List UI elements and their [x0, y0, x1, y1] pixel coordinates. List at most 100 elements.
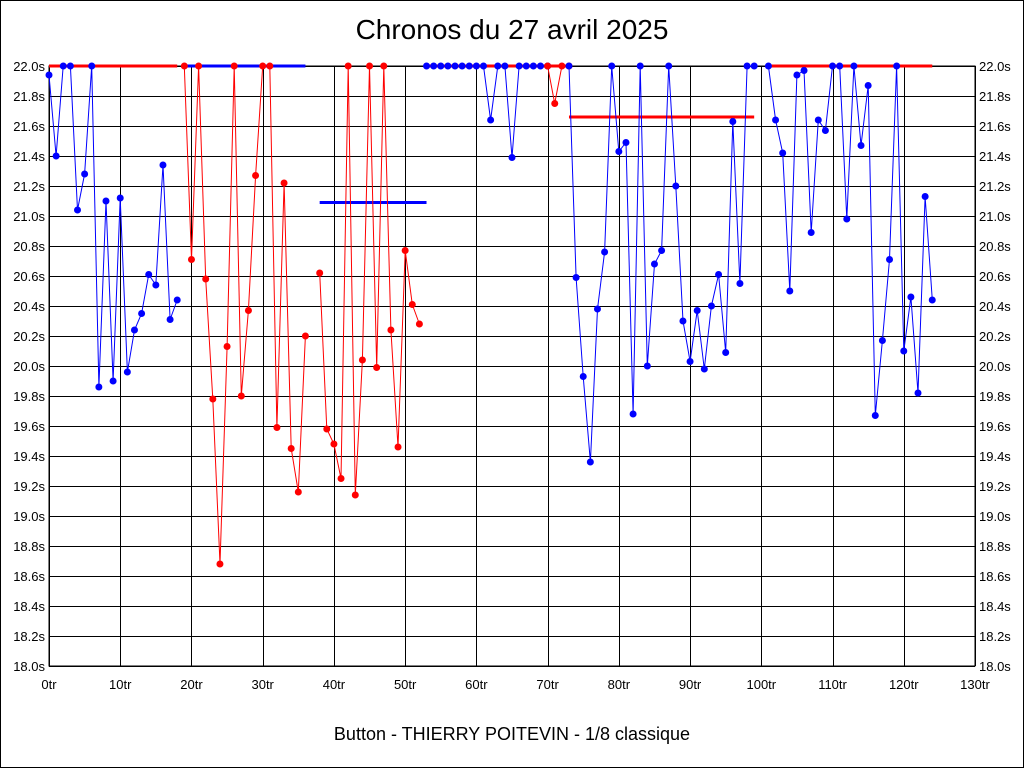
- data-point: [59, 62, 67, 70]
- data-point: [366, 62, 374, 70]
- data-point: [658, 247, 666, 254]
- chart-title: Chronos du 27 avril 2025: [355, 14, 669, 45]
- data-point: [88, 62, 96, 70]
- x-tick-label: 0tr: [41, 677, 57, 692]
- data-point: [686, 358, 694, 365]
- data-point: [508, 154, 516, 161]
- data-point: [66, 62, 74, 70]
- data-point: [900, 347, 908, 355]
- y-tick-label-left: 20.4s: [13, 299, 45, 314]
- y-tick-label-right: 20.8s: [979, 239, 1011, 254]
- data-point: [715, 271, 723, 278]
- y-tick-label-right: 20.2s: [979, 329, 1011, 344]
- data-point: [722, 349, 730, 356]
- x-tick-label: 20tr: [180, 677, 203, 692]
- data-point: [166, 316, 174, 323]
- data-point: [209, 395, 217, 403]
- data-point: [81, 170, 89, 178]
- chart-subtitle: Button - THIERRY POITEVIN - 1/8 classiqu…: [333, 724, 691, 744]
- data-point: [45, 71, 53, 79]
- data-point: [102, 197, 110, 205]
- data-point: [465, 62, 473, 70]
- data-point: [401, 247, 409, 254]
- y-tick-label-left: 21.8s: [13, 89, 45, 104]
- data-point: [928, 296, 936, 304]
- data-point: [152, 281, 160, 289]
- data-point: [195, 62, 203, 70]
- data-point: [373, 364, 381, 371]
- y-tick-label-right: 19.6s: [979, 419, 1011, 434]
- y-tick-label-right: 21.4s: [979, 149, 1011, 164]
- data-point: [650, 260, 658, 268]
- data-point: [615, 148, 623, 155]
- y-tick-label-right: 19.2s: [979, 479, 1011, 494]
- y-tick-label-left: 21.6s: [13, 119, 45, 134]
- data-point: [180, 62, 188, 70]
- data-point: [237, 392, 245, 400]
- y-tick-label-right: 19.8s: [979, 389, 1011, 404]
- data-point: [779, 149, 787, 157]
- data-point: [202, 275, 210, 283]
- data-point: [665, 62, 673, 70]
- x-tick-label: 120tr: [889, 677, 919, 692]
- data-point: [864, 82, 872, 89]
- y-tick-label-right: 21.0s: [979, 209, 1011, 224]
- y-tick-label-left: 18.8s: [13, 539, 45, 554]
- data-point: [294, 488, 302, 496]
- y-tick-label-right: 18.8s: [979, 539, 1011, 554]
- data-point: [551, 100, 559, 107]
- data-point: [764, 62, 772, 70]
- data-point: [886, 256, 894, 263]
- data-point: [316, 269, 324, 277]
- y-tick-label-left: 22.0s: [13, 59, 45, 74]
- series-line: [183, 65, 306, 565]
- data-point: [878, 337, 886, 344]
- data-point: [187, 256, 195, 263]
- data-point: [408, 301, 416, 308]
- data-point: [458, 62, 466, 70]
- data-point: [601, 248, 609, 256]
- data-point: [394, 443, 402, 451]
- data-point: [259, 62, 267, 70]
- data-point: [330, 440, 338, 448]
- data-point: [700, 365, 708, 373]
- y-tick-label-left: 20.0s: [13, 359, 45, 374]
- x-tick-label: 100tr: [746, 677, 776, 692]
- data-point: [230, 62, 238, 70]
- y-tick-label-left: 19.2s: [13, 479, 45, 494]
- data-point: [544, 62, 552, 70]
- data-point: [173, 296, 181, 304]
- data-point: [472, 62, 480, 70]
- y-tick-label-right: 20.6s: [979, 269, 1011, 284]
- data-point: [52, 152, 60, 160]
- y-tick-label-left: 18.0s: [13, 659, 45, 674]
- data-point: [430, 62, 438, 70]
- data-point: [387, 326, 395, 334]
- data-point: [444, 62, 452, 70]
- data-point: [244, 307, 252, 314]
- data-point: [707, 302, 715, 310]
- data-point: [280, 179, 288, 187]
- data-point: [636, 62, 644, 70]
- data-point: [415, 320, 423, 328]
- data-point: [914, 389, 922, 397]
- data-point: [736, 280, 744, 287]
- data-point: [522, 62, 530, 70]
- data-point: [252, 172, 260, 179]
- y-tick-label-left: 20.6s: [13, 269, 45, 284]
- y-tick-label-right: 18.0s: [979, 659, 1011, 674]
- y-tick-label-left: 18.4s: [13, 599, 45, 614]
- data-point: [829, 62, 837, 70]
- x-tick-label: 60tr: [465, 677, 488, 692]
- data-point: [836, 62, 844, 70]
- y-tick-label-right: 22.0s: [979, 59, 1011, 74]
- data-point: [750, 62, 758, 70]
- data-point: [807, 229, 815, 236]
- x-tick-label: 50tr: [394, 677, 417, 692]
- data-point: [729, 118, 737, 125]
- data-point: [123, 368, 131, 376]
- y-tick-label-right: 21.2s: [979, 179, 1011, 194]
- data-point: [629, 410, 637, 418]
- data-point: [871, 412, 879, 419]
- data-point: [800, 67, 808, 74]
